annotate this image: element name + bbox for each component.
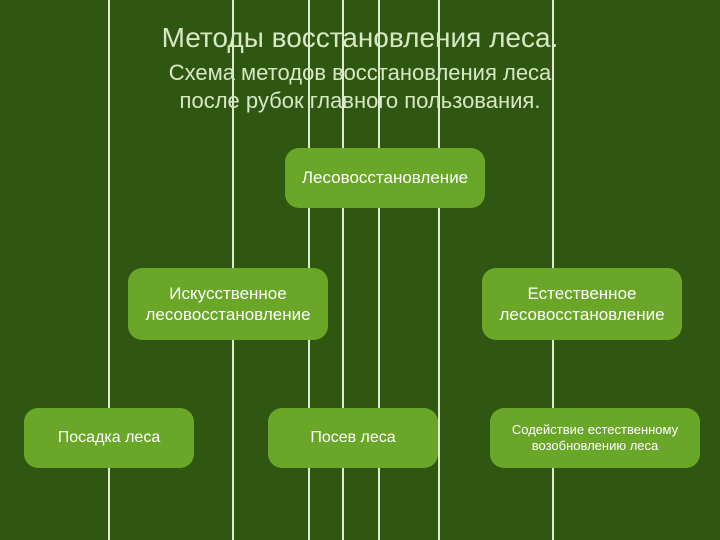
diagram-stage: Методы восстановления леса. Схема методо… (0, 0, 720, 540)
node-seeding-label: Посев леса (310, 428, 395, 448)
node-seeding: Посев леса (268, 408, 438, 468)
node-assist-label: Содействие естественному возобновлению л… (498, 422, 692, 455)
node-artificial: Искусственное лесовосстановление (128, 268, 328, 340)
node-natural-label: Естественное лесовосстановление (490, 283, 674, 326)
node-natural: Естественное лесовосстановление (482, 268, 682, 340)
node-root-label: Лесовосстановление (302, 167, 468, 188)
node-assist: Содействие естественному возобновлению л… (490, 408, 700, 468)
subtitle-line-1: Схема методов восстановления леса (0, 60, 720, 86)
subtitle-line-2: после рубок главного пользования. (0, 88, 720, 114)
node-artificial-label: Искусственное лесовосстановление (136, 283, 320, 326)
node-planting-label: Посадка леса (58, 428, 160, 448)
page-title: Методы восстановления леса. (0, 22, 720, 54)
node-root: Лесовосстановление (285, 148, 485, 208)
node-planting: Посадка леса (24, 408, 194, 468)
